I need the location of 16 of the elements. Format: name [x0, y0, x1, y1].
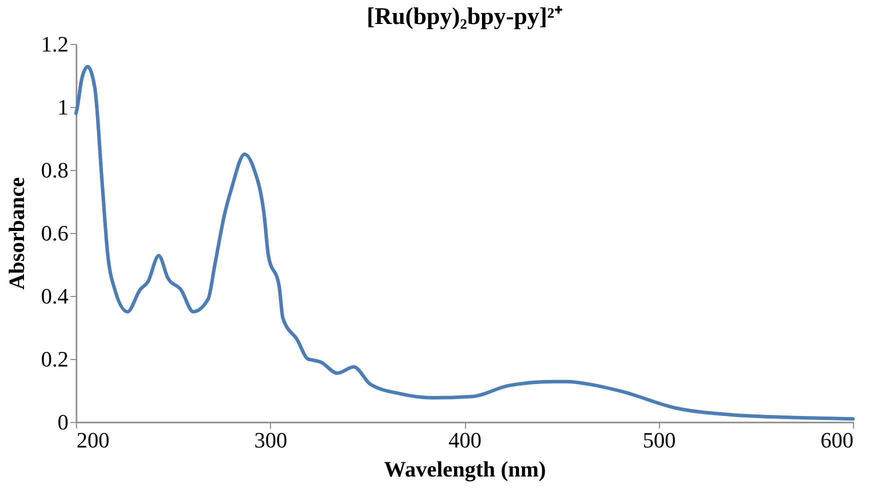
y-axis-title: Absorbance: [4, 177, 29, 290]
x-tick-label: 400: [448, 428, 482, 452]
y-tick-label: 1: [58, 94, 68, 120]
y-tick-label: 0.2: [41, 346, 68, 372]
y-tick-label: 1.2: [41, 32, 68, 56]
y-tick-label: 0: [58, 410, 68, 434]
x-axis-title: Wavelength (nm): [384, 456, 546, 482]
y-tick-label: 0.4: [41, 284, 68, 308]
line-series: [74, 64, 855, 421]
x-tick-label: 200: [76, 428, 110, 452]
x-tick-label: 600: [820, 428, 854, 452]
y-tick-label: 0.8: [41, 158, 68, 182]
chart-title: [Ru(bpy)₂bpy-py]²⁺: [366, 4, 562, 30]
y-tick-label: 0.6: [41, 220, 68, 246]
x-tick-label: 300: [254, 428, 288, 452]
x-tick-label: 500: [642, 428, 676, 452]
